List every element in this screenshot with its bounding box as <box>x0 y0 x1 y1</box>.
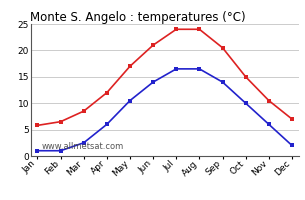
Text: www.allmetsat.com: www.allmetsat.com <box>41 142 124 151</box>
Text: Monte S. Angelo : temperatures (°C): Monte S. Angelo : temperatures (°C) <box>30 11 246 24</box>
